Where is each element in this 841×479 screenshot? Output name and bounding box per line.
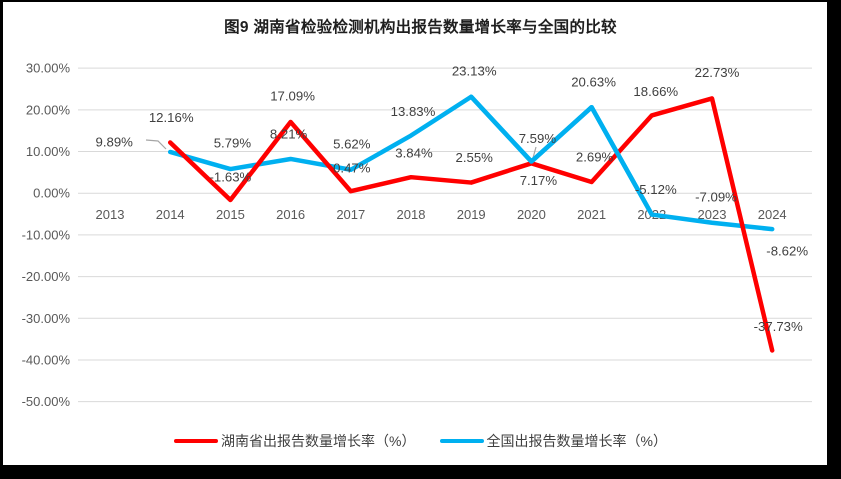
svg-text:13.83%: 13.83%	[391, 104, 436, 119]
svg-text:3.84%: 3.84%	[395, 146, 433, 161]
svg-text:7.17%: 7.17%	[520, 173, 558, 188]
svg-text:-30.00%: -30.00%	[22, 311, 71, 326]
svg-text:30.00%: 30.00%	[26, 61, 71, 76]
svg-text:-1.63%: -1.63%	[210, 169, 252, 184]
svg-text:5.62%: 5.62%	[333, 136, 371, 151]
svg-text:2023: 2023	[698, 207, 727, 222]
svg-text:2016: 2016	[276, 207, 305, 222]
svg-text:-5.12%: -5.12%	[635, 182, 677, 197]
svg-text:8.21%: 8.21%	[270, 126, 308, 141]
svg-text:2.69%: 2.69%	[576, 149, 614, 164]
national-series-line-icon	[439, 438, 484, 444]
svg-text:20.00%: 20.00%	[26, 102, 71, 117]
svg-text:-20.00%: -20.00%	[22, 269, 71, 284]
svg-text:-37.73%: -37.73%	[754, 319, 803, 334]
svg-text:2014: 2014	[156, 207, 185, 222]
svg-text:0.47%: 0.47%	[333, 161, 371, 176]
svg-text:2013: 2013	[96, 207, 125, 222]
svg-text:22.73%: 22.73%	[695, 65, 740, 80]
svg-text:23.13%: 23.13%	[452, 63, 497, 78]
chart-canvas	[3, 2, 827, 465]
svg-text:2024: 2024	[758, 207, 787, 222]
svg-text:2015: 2015	[216, 207, 245, 222]
svg-text:2018: 2018	[397, 207, 426, 222]
svg-text:-8.62%: -8.62%	[766, 244, 808, 259]
svg-text:2020: 2020	[517, 207, 546, 222]
svg-text:18.66%: 18.66%	[633, 84, 678, 99]
svg-text:5.79%: 5.79%	[214, 136, 252, 151]
svg-text:-7.09%: -7.09%	[695, 189, 737, 204]
chart-title: 图9 湖南省检验检测机构出报告数量增长率与全国的比较	[224, 19, 617, 36]
svg-text:9.89%: 9.89%	[95, 134, 133, 149]
svg-text:20.63%: 20.63%	[571, 75, 616, 90]
hunan-series-line-icon	[174, 438, 219, 444]
svg-text:2021: 2021	[577, 207, 606, 222]
svg-text:2019: 2019	[457, 207, 486, 222]
svg-text:12.16%: 12.16%	[149, 110, 194, 125]
svg-text:2017: 2017	[336, 207, 365, 222]
legend: 湖南省出报告数量增长率（%） 全国出报告数量增长率（%）	[0, 430, 841, 452]
svg-text:-50.00%: -50.00%	[22, 394, 71, 409]
svg-text:0.00%: 0.00%	[33, 186, 70, 201]
svg-text:-10.00%: -10.00%	[22, 227, 71, 242]
svg-text:-40.00%: -40.00%	[22, 352, 71, 367]
legend-item-hunan: 湖南省出报告数量增长率（%）	[174, 431, 416, 451]
legend-label-hunan: 湖南省出报告数量增长率（%）	[221, 433, 416, 449]
svg-text:17.09%: 17.09%	[270, 88, 315, 103]
svg-text:10.00%: 10.00%	[26, 144, 71, 159]
legend-item-national: 全国出报告数量增长率（%）	[439, 431, 667, 451]
svg-text:7.59%: 7.59%	[519, 131, 557, 146]
legend-label-national: 全国出报告数量增长率（%）	[486, 433, 667, 449]
svg-text:2.55%: 2.55%	[455, 150, 493, 165]
